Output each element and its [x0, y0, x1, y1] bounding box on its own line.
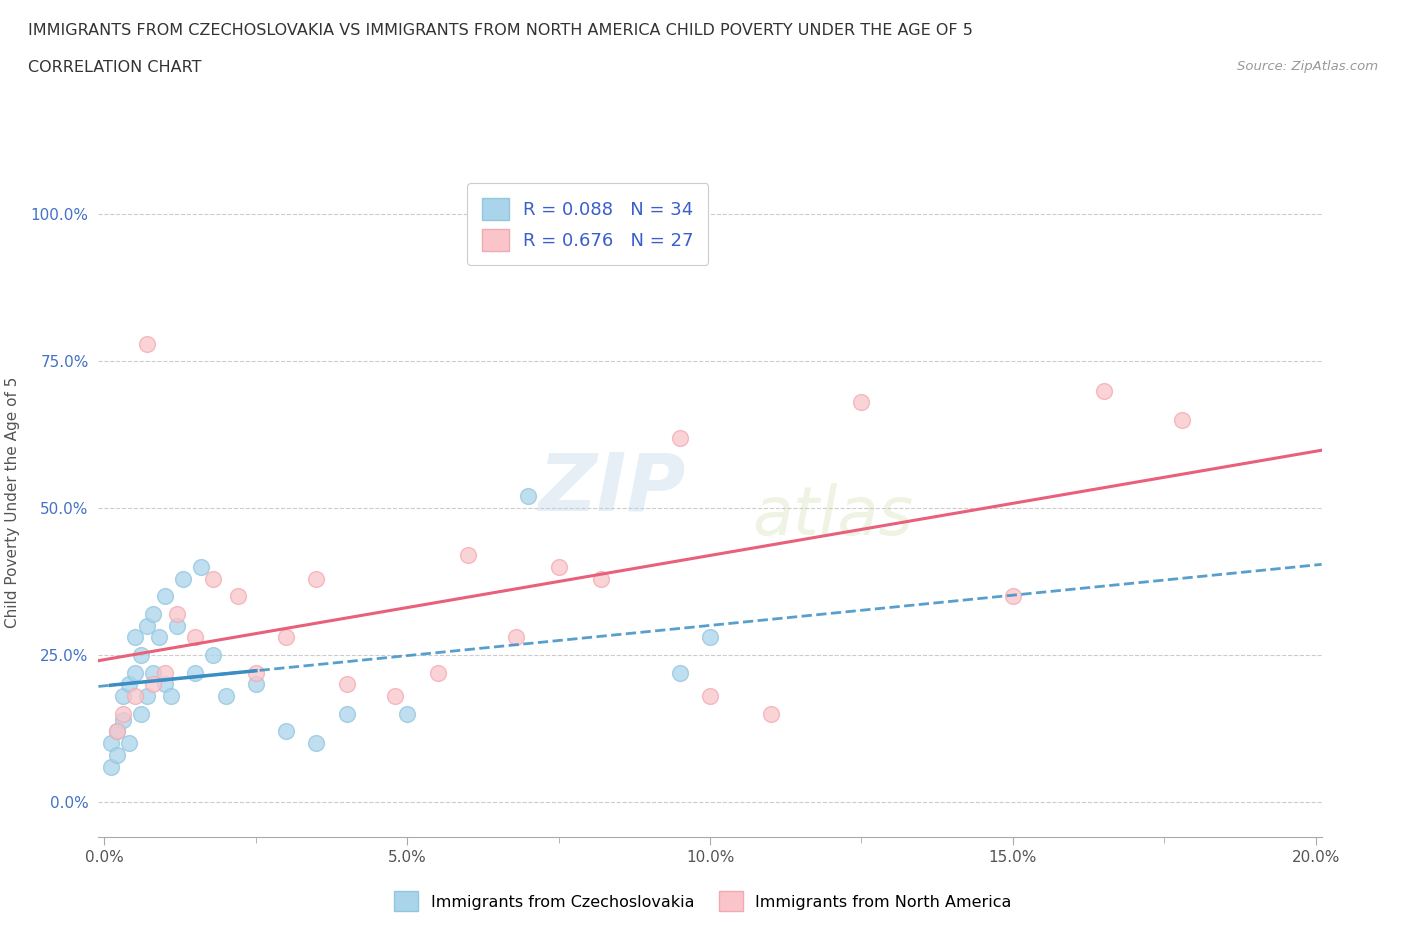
- Point: [190, 559, 212, 574]
- Point: [1001, 589, 1024, 604]
- Legend: R = 0.088   N = 34, R = 0.676   N = 27: R = 0.088 N = 34, R = 0.676 N = 27: [467, 183, 709, 265]
- Point: [336, 706, 359, 721]
- Point: [276, 630, 298, 644]
- Point: [135, 336, 157, 351]
- Point: [668, 665, 690, 680]
- Point: [457, 548, 479, 563]
- Point: [166, 606, 188, 621]
- Point: [517, 489, 540, 504]
- Point: [142, 606, 165, 621]
- Point: [214, 688, 236, 703]
- Point: [100, 759, 122, 774]
- Point: [105, 724, 128, 738]
- Point: [305, 571, 328, 586]
- Point: [135, 618, 157, 633]
- Point: [699, 688, 721, 703]
- Point: [118, 677, 141, 692]
- Point: [851, 395, 873, 410]
- Point: [202, 571, 225, 586]
- Point: [668, 431, 690, 445]
- Point: [105, 724, 128, 738]
- Point: [1092, 383, 1115, 398]
- Point: [184, 630, 207, 644]
- Point: [245, 665, 267, 680]
- Point: [699, 630, 721, 644]
- Point: [111, 706, 134, 721]
- Point: [124, 630, 146, 644]
- Point: [336, 677, 359, 692]
- Point: [142, 677, 165, 692]
- Point: [759, 706, 782, 721]
- Point: [276, 724, 298, 738]
- Point: [153, 677, 176, 692]
- Text: atlas: atlas: [752, 483, 912, 549]
- Point: [118, 736, 141, 751]
- Point: [1171, 413, 1194, 428]
- Point: [142, 665, 165, 680]
- Point: [129, 706, 152, 721]
- Point: [135, 688, 157, 703]
- Text: IMMIGRANTS FROM CZECHOSLOVAKIA VS IMMIGRANTS FROM NORTH AMERICA CHILD POVERTY UN: IMMIGRANTS FROM CZECHOSLOVAKIA VS IMMIGR…: [28, 23, 973, 38]
- Point: [426, 665, 449, 680]
- Point: [148, 630, 170, 644]
- Y-axis label: Child Poverty Under the Age of 5: Child Poverty Under the Age of 5: [4, 377, 20, 628]
- Point: [172, 571, 194, 586]
- Point: [166, 618, 188, 633]
- Point: [153, 589, 176, 604]
- Point: [111, 712, 134, 727]
- Point: [184, 665, 207, 680]
- Point: [111, 688, 134, 703]
- Point: [226, 589, 249, 604]
- Point: [589, 571, 612, 586]
- Point: [305, 736, 328, 751]
- Point: [129, 647, 152, 662]
- Point: [153, 665, 176, 680]
- Point: [505, 630, 527, 644]
- Legend: Immigrants from Czechoslovakia, Immigrants from North America: Immigrants from Czechoslovakia, Immigran…: [388, 885, 1018, 917]
- Point: [396, 706, 419, 721]
- Point: [384, 688, 406, 703]
- Point: [202, 647, 225, 662]
- Point: [160, 688, 183, 703]
- Point: [547, 559, 569, 574]
- Point: [105, 748, 128, 763]
- Text: Source: ZipAtlas.com: Source: ZipAtlas.com: [1237, 60, 1378, 73]
- Text: CORRELATION CHART: CORRELATION CHART: [28, 60, 201, 75]
- Point: [124, 688, 146, 703]
- Text: ZIP: ZIP: [538, 450, 686, 528]
- Point: [100, 736, 122, 751]
- Point: [124, 665, 146, 680]
- Point: [245, 677, 267, 692]
